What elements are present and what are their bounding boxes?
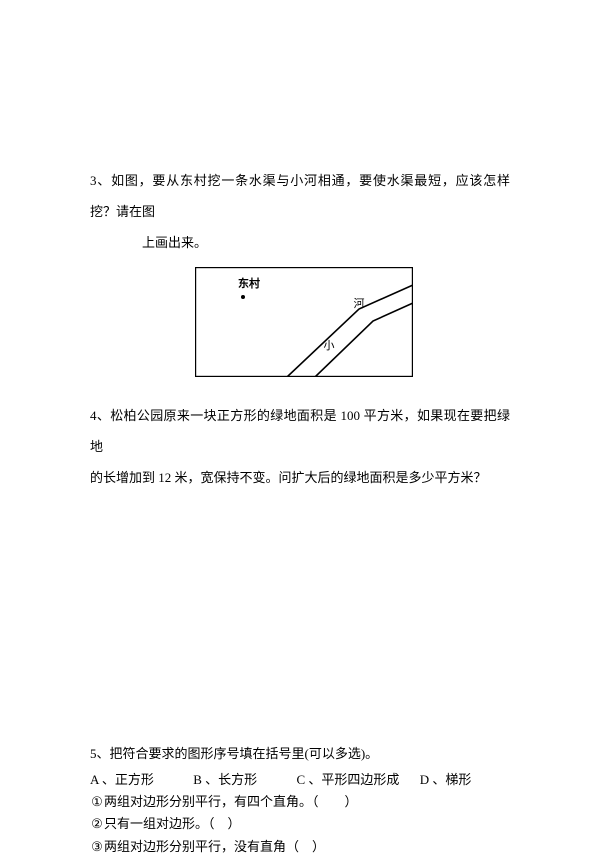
q5-option-d: D 、梯形 — [420, 769, 500, 791]
question-3: 3、如图，要从东村挖一条水渠与小河相通，要使水渠最短，应该怎样挖？请在图 上画出… — [90, 165, 510, 259]
q5-options: A 、正方形 B 、长方形 C 、平形四边形成 D 、梯形 — [90, 769, 510, 791]
q5-number: 5、 — [90, 746, 110, 761]
q3-line2: 上画出来。 — [90, 227, 510, 258]
q3-line1: 如图，要从东村挖一条水渠与小河相通，要使水渠最短，应该怎样挖？请在图 — [90, 173, 510, 219]
q5-option-c: C 、平形四边形成 — [297, 769, 417, 791]
svg-text:河: 河 — [354, 297, 365, 310]
page-content: 3、如图，要从东村挖一条水渠与小河相通，要使水渠最短，应该怎样挖？请在图 上画出… — [90, 165, 510, 858]
question-4: 4、松柏公园原来一块正方形的绿地面积是 100 平方米，如果现在要把绿地 的长增… — [90, 400, 510, 494]
q4-number: 4、 — [90, 408, 110, 423]
q5-item1-num: ① — [90, 791, 104, 813]
q4-line1: 松柏公园原来一块正方形的绿地面积是 100 平方米，如果现在要把绿地 — [90, 408, 510, 454]
question-5: 5、把符合要求的图形序号填在括号里(可以多选)。 A 、正方形 B 、长方形 C… — [90, 743, 510, 857]
q5-item2-text: 只有一组对边形。（ ） — [104, 816, 241, 831]
svg-text:东村: 东村 — [238, 276, 260, 290]
q4-line2: 的长增加到 12 米，宽保持不变。问扩大后的绿地面积是多少平方米？ — [90, 470, 487, 485]
q3-diagram: 东村河小 — [195, 267, 413, 377]
q5-item1-text: 两组对边形分别平行，有四个直角。（ ） — [104, 794, 358, 809]
q3-number: 3、 — [90, 173, 111, 188]
q5-item-2: ②只有一组对边形。（ ） — [90, 813, 510, 835]
q5-option-a: A 、正方形 — [90, 769, 190, 791]
q5-option-b: B 、长方形 — [193, 769, 293, 791]
q5-item-1: ①两组对边形分别平行，有四个直角。（ ） — [90, 791, 510, 813]
q5-item3-text: 两组对边形分别平行，没有直角（ ） — [104, 839, 325, 854]
q3-diagram-container: 东村河小 — [195, 267, 510, 382]
q5-item3-num: ③ — [90, 836, 104, 858]
svg-text:小: 小 — [324, 339, 335, 352]
q5-item-3: ③两组对边形分别平行，没有直角（ ） — [90, 836, 510, 858]
q5-title-line: 5、把符合要求的图形序号填在括号里(可以多选)。 — [90, 743, 510, 765]
q5-title-text: 把符合要求的图形序号填在括号里(可以多选)。 — [110, 746, 379, 761]
q5-item2-num: ② — [90, 813, 104, 835]
